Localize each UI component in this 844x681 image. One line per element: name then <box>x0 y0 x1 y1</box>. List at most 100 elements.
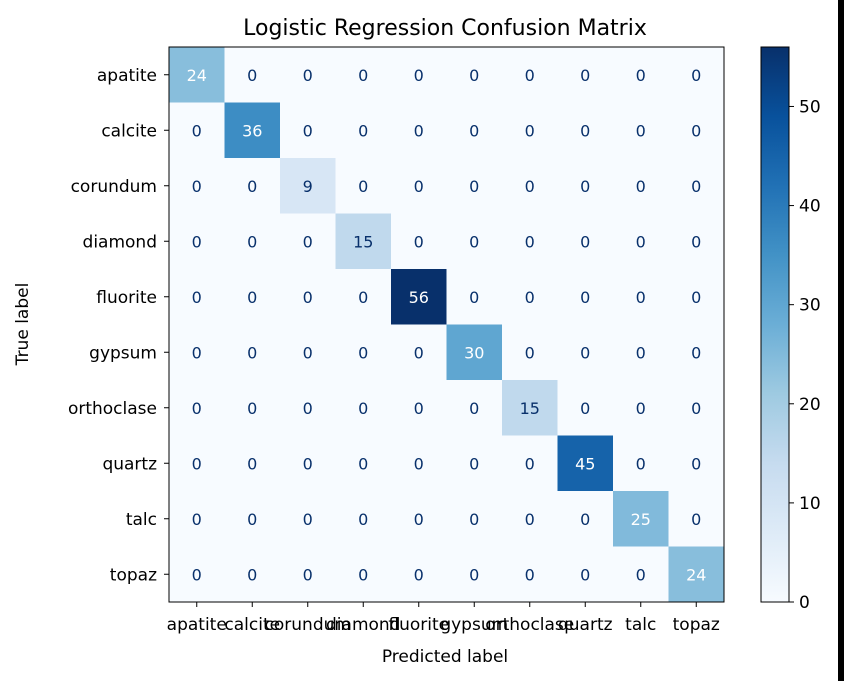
plot-frame <box>168 46 725 603</box>
heatmap-cell <box>613 491 669 547</box>
cell-value-label: 0 <box>303 454 313 473</box>
cell-value-label: 0 <box>414 66 424 85</box>
heatmap-cell <box>169 324 225 381</box>
heatmap-cell <box>557 47 614 103</box>
cell-value-label: 24 <box>187 66 207 85</box>
cell-value-label: 0 <box>469 232 479 251</box>
cell-value-label: 15 <box>353 232 373 251</box>
cell-value-label: 0 <box>358 565 368 584</box>
x-tick-label: diamond <box>326 615 400 635</box>
heatmap-cell <box>557 213 614 270</box>
heatmap-cell <box>391 491 447 547</box>
cell-value-label: 0 <box>580 121 590 140</box>
heatmap-cell <box>335 158 392 214</box>
heatmap-cell <box>446 546 503 603</box>
colorbar-tick-label: 0 <box>799 593 810 613</box>
cell-value-label: 0 <box>691 288 701 307</box>
cell-value-label: 0 <box>358 343 368 362</box>
cell-value-label: 0 <box>414 343 424 362</box>
cell-value-label: 0 <box>580 510 590 529</box>
heatmap-cell <box>557 269 614 325</box>
heatmap-cell <box>446 491 503 547</box>
heatmap-cell <box>280 102 336 159</box>
cell-value-label: 0 <box>469 399 479 418</box>
cell-value-label: 0 <box>691 232 701 251</box>
cell-value-label: 0 <box>414 177 424 196</box>
heatmap-cell <box>224 102 281 159</box>
cell-value-label: 0 <box>414 399 424 418</box>
y-tick-label: talc <box>126 510 157 530</box>
cell-value-label: 0 <box>691 454 701 473</box>
heatmap-cell <box>335 491 392 547</box>
cell-value-label: 0 <box>525 288 535 307</box>
cell-value-label: 0 <box>636 565 646 584</box>
heatmap-cell <box>335 435 392 492</box>
x-tick-label: corundum <box>265 615 351 635</box>
heatmap-cell <box>224 47 281 103</box>
heatmap-cell <box>391 546 447 603</box>
y-axis-label: True label <box>13 283 33 367</box>
cell-value-label: 0 <box>525 565 535 584</box>
y-tick-label: fluorite <box>96 288 157 308</box>
cell-value-label: 0 <box>303 343 313 362</box>
heatmap-cell <box>613 380 669 436</box>
heatmap-cell <box>446 158 503 214</box>
heatmap-cell <box>335 380 392 436</box>
cell-value-label: 0 <box>636 232 646 251</box>
heatmap-cell <box>169 269 225 325</box>
cell-value-label: 0 <box>414 121 424 140</box>
cell-value-label: 0 <box>303 232 313 251</box>
cell-value-label: 0 <box>580 232 590 251</box>
cell-value-label: 0 <box>525 510 535 529</box>
heatmap-cell <box>446 380 503 436</box>
heatmap-cells: 24 0 0 0 0 0 0 0 0 0 0 36 0 0 0 0 0 0 0 0 0 0 9 0 0 0 0 0 0 0 0 0 0 15 0 0 0… <box>169 47 725 603</box>
heatmap-cell <box>391 380 447 436</box>
heatmap-cell <box>335 102 392 159</box>
cell-value-label: 25 <box>631 510 651 529</box>
x-tick-label: talc <box>625 615 656 635</box>
y-tick-label: corundum <box>71 177 157 197</box>
colorbar-tick-label: 30 <box>799 296 821 316</box>
cell-value-label: 0 <box>192 288 202 307</box>
heatmap-cell <box>391 435 447 492</box>
colorbar-tick-label: 50 <box>799 97 821 117</box>
cell-value-label: 0 <box>358 510 368 529</box>
heatmap-cell <box>557 324 614 381</box>
colorbar-tick-label: 20 <box>799 395 821 415</box>
heatmap-cell <box>668 435 725 492</box>
heatmap-cell <box>613 324 669 381</box>
cell-value-label: 0 <box>691 343 701 362</box>
heatmap-cell <box>169 102 225 159</box>
cell-value-label: 0 <box>580 288 590 307</box>
cell-value-label: 0 <box>247 66 257 85</box>
colorbar-gradient <box>761 47 789 602</box>
cell-value-label: 0 <box>525 177 535 196</box>
heatmap-cell <box>668 47 725 103</box>
y-tick-label: diamond <box>83 232 157 252</box>
heatmap-cell <box>391 324 447 381</box>
cell-value-label: 0 <box>414 510 424 529</box>
chart-title: Logistic Regression Confusion Matrix <box>243 16 647 41</box>
heatmap-cell <box>613 47 669 103</box>
heatmap-cell <box>335 47 392 103</box>
heatmap-cell <box>169 380 225 436</box>
cell-value-label: 0 <box>303 121 313 140</box>
heatmap-cell <box>557 158 614 214</box>
heatmap-cell <box>502 213 558 270</box>
heatmap-cell <box>446 213 503 270</box>
cell-value-label: 0 <box>525 454 535 473</box>
heatmap-cell <box>446 435 503 492</box>
axis-ticks: apatiteapatitecalcitecalcitecorundumcoru… <box>68 66 720 635</box>
cell-value-label: 0 <box>691 121 701 140</box>
cell-value-label: 0 <box>525 232 535 251</box>
heatmap-cell <box>502 102 558 159</box>
heatmap-cell <box>280 491 336 547</box>
cell-value-label: 36 <box>242 121 262 140</box>
cell-value-label: 0 <box>414 454 424 473</box>
cell-value-label: 0 <box>247 454 257 473</box>
heatmap-cell <box>391 158 447 214</box>
cell-value-label: 0 <box>469 177 479 196</box>
x-tick-label: topaz <box>673 615 720 635</box>
window-border <box>838 0 844 681</box>
